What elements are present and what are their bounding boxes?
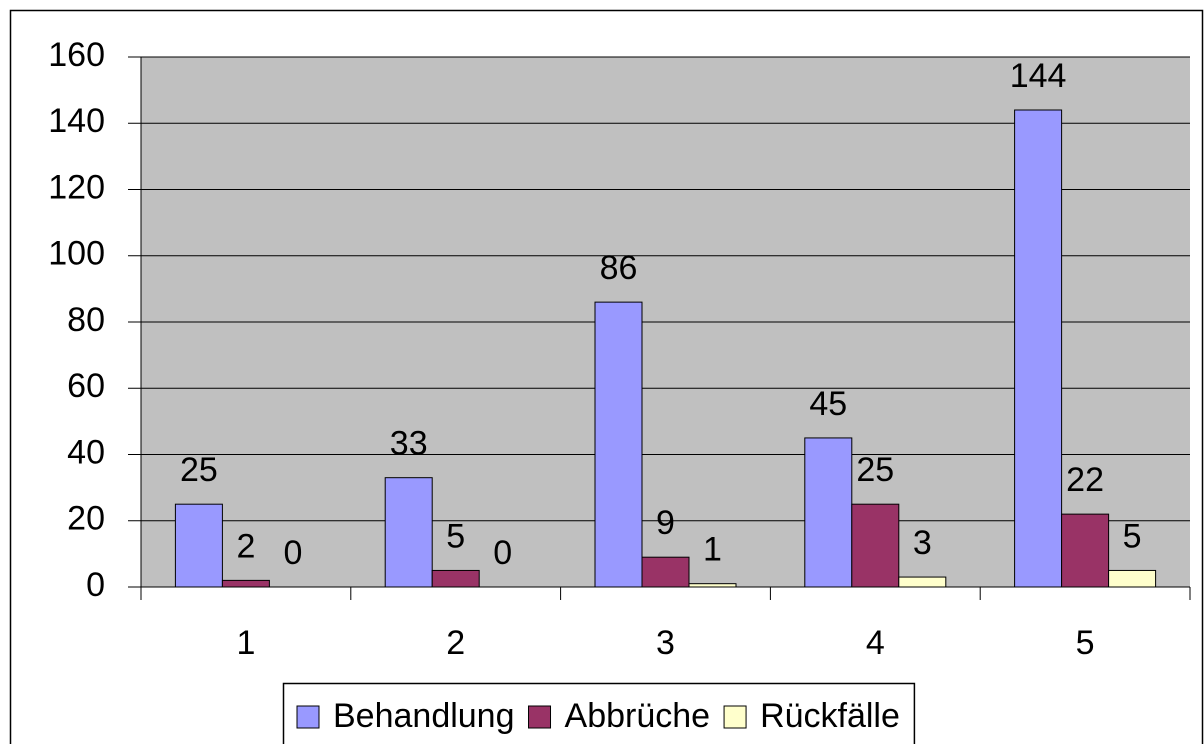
y-tick-label: 80 [67,301,105,339]
legend-swatch [723,705,747,729]
bar [431,569,480,588]
x-tick-label: 5 [1076,624,1095,662]
data-label: 144 [1010,57,1067,95]
legend-label: Rückfälle [760,697,900,735]
bar [1061,513,1110,588]
bar [384,477,433,588]
y-tick-label: 100 [48,235,105,273]
bar [688,583,737,588]
data-label: 5 [1123,517,1142,555]
y-tick-label: 40 [67,433,105,471]
data-label: 3 [913,524,932,562]
legend-label: Behandlung [333,697,515,735]
bar [221,579,270,588]
data-label: 0 [493,534,512,572]
x-tick-label: 1 [236,624,255,662]
data-label: 22 [1066,461,1104,499]
data-label: 9 [656,504,675,542]
x-tick-label: 4 [866,624,885,662]
bar [174,503,223,588]
bar [1014,109,1063,588]
data-label: 45 [809,385,847,423]
legend-swatch [296,705,320,729]
x-tick-label: 2 [446,624,465,662]
y-tick-label: 0 [86,566,105,604]
bar [898,576,947,588]
data-label: 33 [390,425,428,463]
bar [851,503,900,588]
data-label: 25 [856,451,894,489]
y-tick-label: 20 [67,500,105,538]
bar [1108,569,1157,588]
y-tick-label: 140 [48,102,105,140]
data-label: 2 [236,527,255,565]
data-label: 86 [600,249,638,287]
legend-label: Abbrüche [565,697,711,735]
legend-box [282,682,916,744]
bar [594,301,643,588]
data-label: 25 [180,451,218,489]
x-tick-label: 3 [656,624,675,662]
data-label: 5 [446,517,465,555]
y-tick-label: 160 [48,36,105,74]
legend-swatch [528,705,552,729]
data-label: 0 [283,534,302,572]
y-tick-label: 120 [48,168,105,206]
y-tick-label: 60 [67,367,105,405]
bar [804,437,853,588]
bar [641,556,690,588]
data-label: 1 [703,531,722,569]
